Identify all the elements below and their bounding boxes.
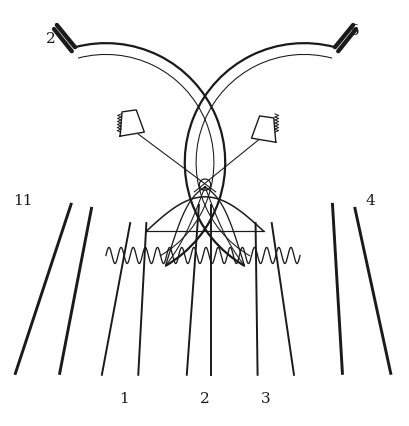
Text: 2: 2	[200, 392, 209, 406]
Text: 3: 3	[260, 392, 270, 406]
Text: 4: 4	[365, 194, 375, 208]
Text: 11: 11	[13, 194, 33, 208]
Polygon shape	[251, 116, 275, 142]
Text: 1: 1	[119, 392, 129, 406]
Text: 2: 2	[46, 32, 56, 46]
Text: 5: 5	[349, 24, 359, 38]
Polygon shape	[120, 110, 144, 136]
